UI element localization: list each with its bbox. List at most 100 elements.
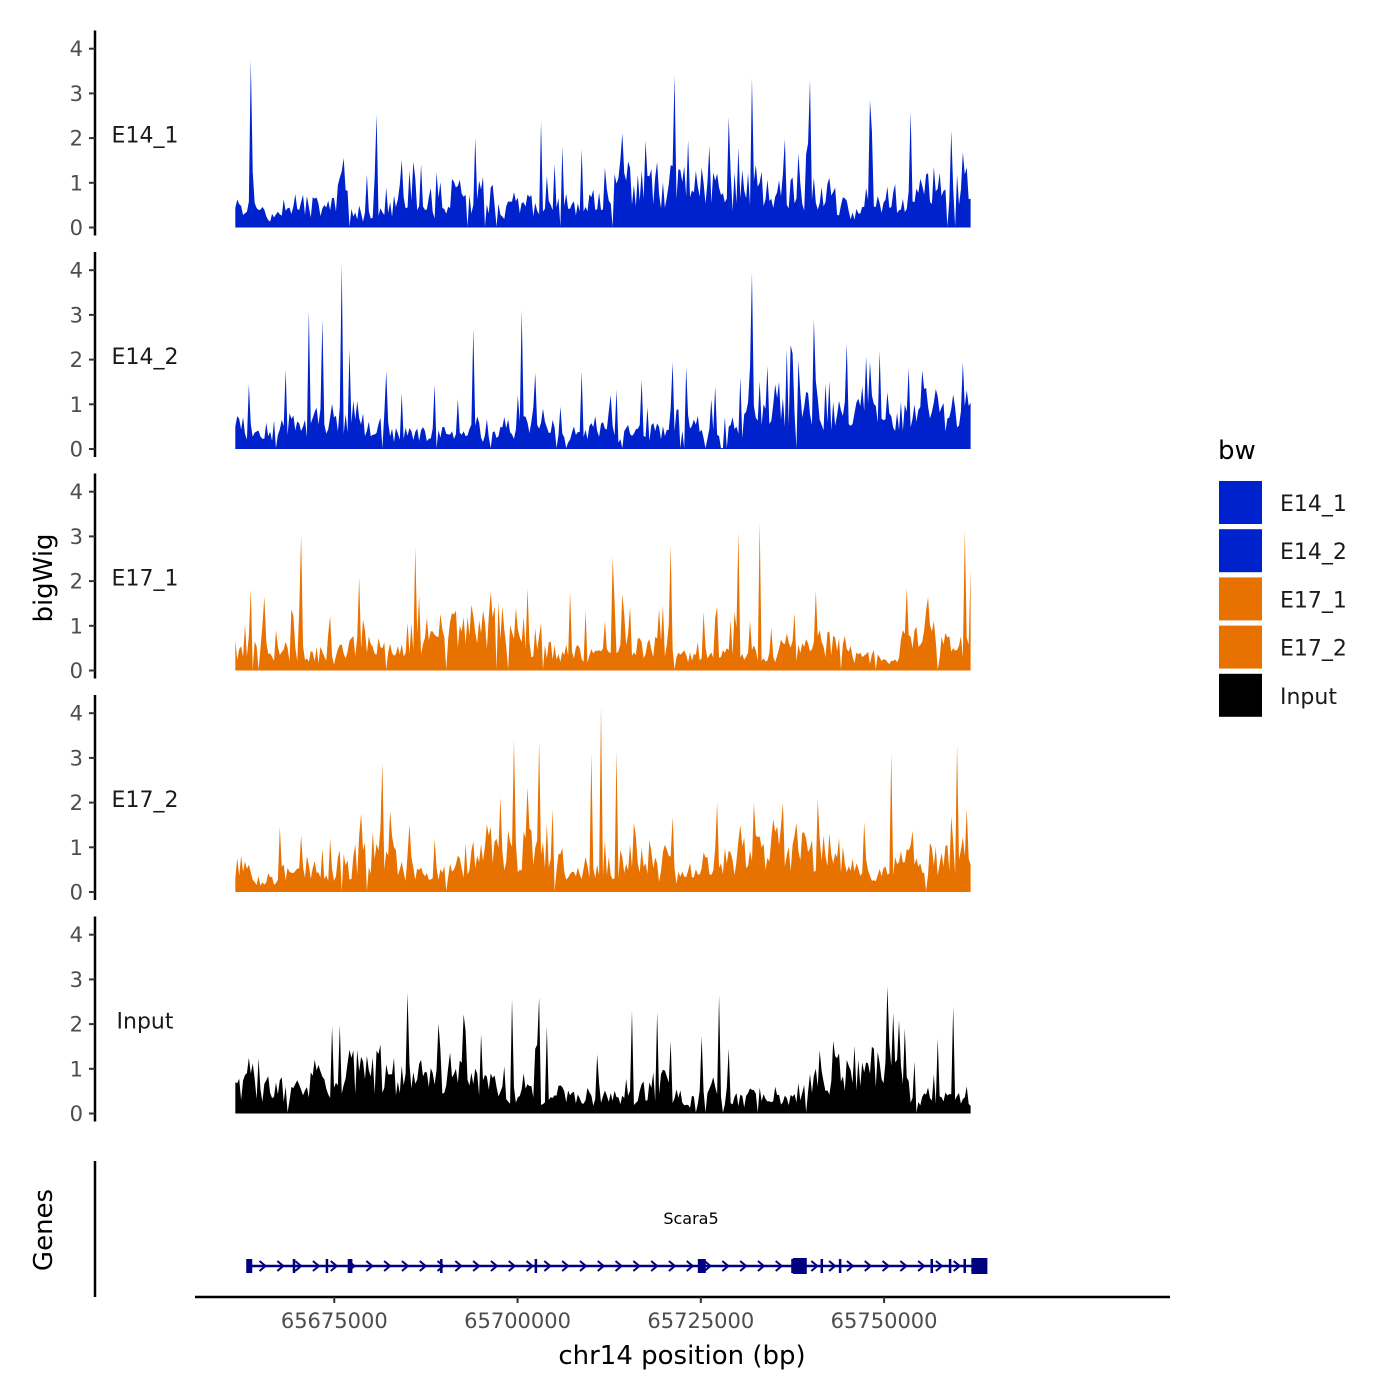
strand-arrow [294, 1260, 303, 1272]
y-tick-label: 0 [70, 881, 83, 905]
gene-exon [440, 1259, 443, 1273]
gene-exon [349, 1259, 353, 1273]
strand-arrow [953, 1260, 962, 1272]
strand-arrow [436, 1260, 446, 1272]
legend-items: E14_1 E14_2 E17_1 E17_2 Input [1219, 481, 1347, 717]
strand-arrow [917, 1260, 926, 1272]
strand-arrow [365, 1260, 374, 1272]
legend-swatch [1219, 577, 1262, 621]
gene-exon [292, 1259, 296, 1273]
y-tick-label: 4 [70, 702, 83, 726]
strand-arrow [579, 1260, 588, 1272]
track-label: E17_1 [112, 567, 179, 592]
strand-arrow [632, 1260, 641, 1272]
y-tick-label: 4 [70, 37, 83, 61]
track-E17_2: 0 1 2 3 4 E17_2 [70, 695, 971, 905]
x-tick-label: 65725000 [647, 1309, 754, 1333]
track-label: E14_2 [112, 345, 179, 370]
y-tick-label: 4 [70, 259, 83, 283]
y-tick-label: 1 [70, 171, 83, 195]
strand-arrow [864, 1260, 873, 1272]
strand-arrow [721, 1260, 730, 1272]
gene-exon [347, 1259, 351, 1273]
y-tick-label: 3 [70, 303, 83, 327]
y-tick-label: 0 [70, 216, 83, 240]
legend-label: Input [1280, 685, 1337, 710]
gene-exon [791, 1259, 794, 1273]
gene-exon [963, 1259, 966, 1273]
signal-area-Input [235, 986, 971, 1114]
strand-arrow [650, 1260, 659, 1272]
legend-item-E14_2: E14_2 [1219, 529, 1347, 573]
strand-arrow [561, 1260, 570, 1272]
y-tick-label: 1 [70, 614, 83, 638]
strand-arrow [846, 1260, 855, 1272]
x-tick-label: 65700000 [464, 1309, 571, 1333]
gene-exon [792, 1258, 807, 1274]
y-tick-label: 2 [70, 127, 83, 151]
legend-label: E17_1 [1280, 588, 1347, 613]
strand-arrow [312, 1260, 321, 1272]
gene-exon [246, 1259, 253, 1273]
strand-arrow [525, 1260, 535, 1272]
y-tick-label: 3 [70, 525, 83, 549]
x-axis: 65675000 65700000 65725000 65750000 chr14 p… [195, 1295, 1170, 1371]
track-label: E14_1 [112, 124, 179, 149]
legend-item-E17_2: E17_2 [1219, 625, 1347, 669]
strand-arrow [490, 1260, 499, 1272]
legend-swatch [1219, 529, 1262, 573]
x-axis-ticks: 65675000 65700000 65725000 65750000 [281, 1297, 938, 1333]
legend-item-E14_1: E14_1 [1219, 481, 1347, 524]
y-tick-label: 4 [70, 480, 83, 504]
strand-arrow [597, 1260, 606, 1272]
gene-exon [971, 1258, 988, 1274]
strand-arrow [935, 1260, 944, 1272]
gene-exon [838, 1259, 842, 1273]
y-tick-label: 3 [70, 82, 83, 106]
signal-area-E17_2 [235, 706, 971, 892]
legend-item-Input: Input [1219, 673, 1337, 717]
y-tick-label: 3 [70, 746, 83, 770]
strand-arrow [810, 1260, 819, 1272]
y-axis-title: bigWig [29, 533, 59, 622]
y-tick-label: 0 [70, 1102, 83, 1126]
signal-area-E17_1 [235, 522, 971, 671]
legend-title: bw [1218, 436, 1256, 466]
strand-arrow [258, 1260, 268, 1272]
gene-exon [325, 1259, 329, 1273]
y-tick-label: 3 [70, 968, 83, 992]
y-tick-label: 1 [70, 393, 83, 417]
track-E17_1: 0 1 2 3 4 E17_1 [70, 473, 971, 683]
signal-tracks: 0 1 2 3 4 E14_1 0 1 2 3 4 E14_2 0 1 2 3 4 E17_1 0 1 2 3 4 E17_2… [70, 30, 971, 1126]
y-tick-label: 2 [70, 570, 83, 594]
y-tick-label: 4 [70, 923, 83, 947]
legend: bw E14_1 E14_2 E17_1 E17_2 Input [1218, 436, 1347, 717]
strand-arrow [828, 1260, 837, 1272]
gene-track: Genes Scara5 [29, 1161, 988, 1297]
gene-track-label: Genes [29, 1189, 59, 1271]
legend-swatch [1219, 625, 1262, 669]
strand-arrow [543, 1260, 552, 1272]
x-axis-title: chr14 position (bp) [558, 1341, 805, 1371]
strand-arrow [881, 1260, 891, 1272]
strand-arrow [614, 1260, 624, 1272]
strand-arrow [472, 1260, 481, 1272]
gene-exon [948, 1259, 952, 1273]
y-tick-label: 1 [70, 836, 83, 860]
y-tick-label: 0 [70, 659, 83, 683]
legend-swatch [1219, 481, 1262, 524]
strand-arrow [775, 1260, 784, 1272]
strand-arrow [899, 1260, 908, 1272]
signal-area-E14_1 [235, 59, 971, 228]
legend-item-E17_1: E17_1 [1219, 577, 1347, 621]
strand-arrow [668, 1260, 677, 1272]
strand-arrow [330, 1260, 339, 1272]
track-Input: 0 1 2 3 4 Input [70, 916, 971, 1126]
x-tick-label: 65675000 [281, 1309, 388, 1333]
gene-exon [697, 1259, 704, 1273]
x-tick-label: 65750000 [831, 1309, 938, 1333]
y-tick-label: 2 [70, 1013, 83, 1037]
strand-arrow [419, 1260, 428, 1272]
legend-swatch [1219, 673, 1262, 717]
